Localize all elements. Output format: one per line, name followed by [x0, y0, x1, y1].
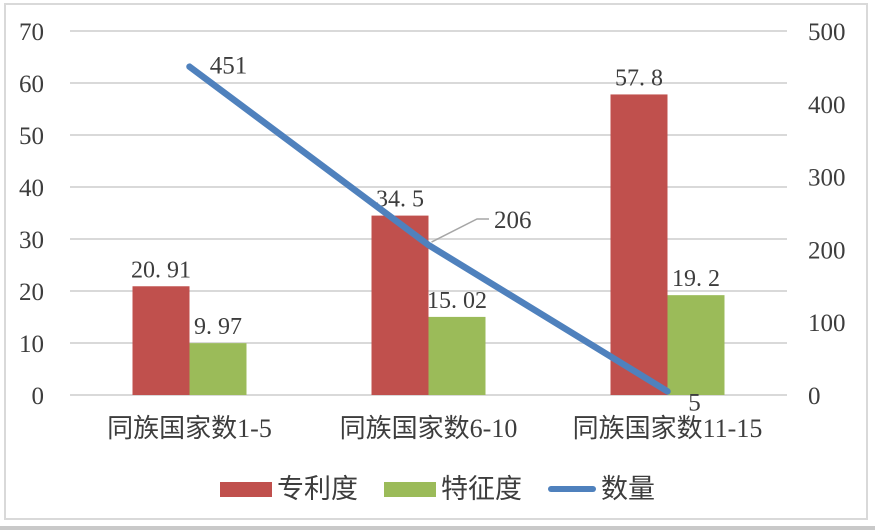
right-axis-tick-label: 300 — [808, 165, 846, 192]
count-value-label: 5 — [688, 389, 701, 416]
feature-degree-value-label: 15. 02 — [427, 288, 487, 314]
left-axis-tick-label: 0 — [32, 383, 45, 410]
feature-degree-swatch-icon — [384, 481, 436, 497]
window-bottom-edge — [0, 526, 875, 530]
count-line — [186, 63, 671, 395]
chart-frame — [4, 3, 868, 520]
left-axis-tick-label: 20 — [19, 279, 44, 306]
right-axis-tick-label: 100 — [808, 310, 846, 337]
count-value-label: 206 — [494, 207, 532, 234]
legend-label-patent-degree: 专利度 — [277, 473, 358, 504]
count-line-swatch-icon — [548, 486, 596, 492]
legend-item-count: 数量 — [548, 473, 655, 504]
category-label: 同族国家数1-5 — [107, 414, 272, 443]
category-label: 同族国家数6-10 — [340, 414, 518, 443]
patent-degree-bar — [610, 94, 668, 395]
patent-degree-value-label: 20. 91 — [131, 257, 191, 283]
legend-label-feature-degree: 特征度 — [441, 473, 522, 504]
right-axis-tick-label: 500 — [808, 19, 846, 46]
left-axis-tick-label: 30 — [19, 227, 44, 254]
category-label: 同族国家数11-15 — [573, 414, 763, 443]
left-axis-tick-label: 40 — [19, 175, 44, 202]
left-axis-tick-label: 70 — [19, 19, 44, 46]
patent-degree-bar — [132, 286, 190, 395]
feature-degree-bar — [189, 343, 247, 395]
callout-leader-line — [431, 218, 489, 243]
feature-degree-value-label: 9. 97 — [194, 314, 242, 340]
patent-degree-value-label: 57. 8 — [615, 65, 663, 91]
left-axis-tick-label: 10 — [19, 331, 44, 358]
left-axis-tick-label: 60 — [19, 71, 44, 98]
left-axis-tick-label: 50 — [19, 123, 44, 150]
legend-label-count: 数量 — [601, 473, 655, 504]
patent-degree-bar — [371, 215, 429, 395]
right-axis-tick-label: 200 — [808, 237, 846, 264]
count-value-label: 451 — [210, 53, 248, 80]
feature-degree-bar — [667, 295, 725, 395]
right-axis-tick-label: 0 — [808, 383, 821, 410]
right-axis-tick-label: 400 — [808, 92, 846, 119]
patent-degree-swatch-icon — [220, 481, 272, 497]
feature-degree-value-label: 19. 2 — [672, 266, 720, 292]
feature-degree-bar — [428, 316, 486, 395]
legend-item-patent-degree: 专利度 — [220, 473, 358, 504]
chart-legend: 专利度 特征度 数量 — [0, 470, 875, 508]
legend-item-feature-degree: 特征度 — [384, 473, 522, 504]
